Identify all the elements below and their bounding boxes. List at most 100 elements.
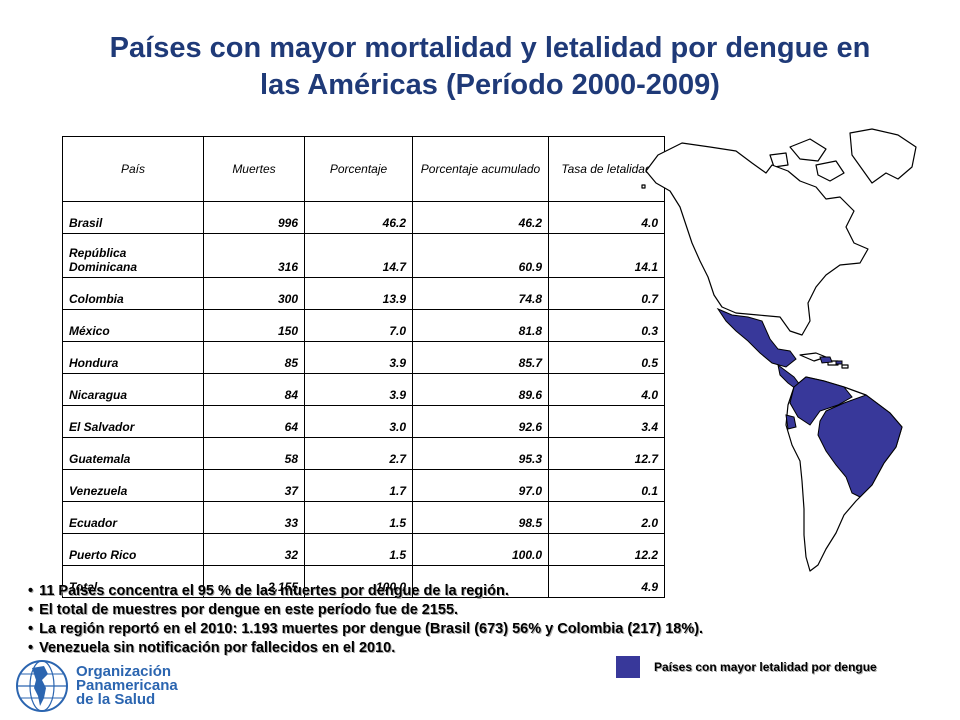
key-points-list: • 11 Países concentra el 95 % de las muer…	[28, 582, 703, 658]
cell-cumulative: 100.0	[412, 533, 549, 566]
cell-cumulative: 74.8	[412, 277, 549, 310]
cell-rate: 0.5	[548, 341, 665, 374]
cell-cumulative: 85.7	[412, 341, 549, 374]
cell-rate: 4.0	[548, 373, 665, 406]
cell-percentage: 100.0	[304, 565, 413, 598]
globe-icon	[16, 660, 68, 712]
cell-deaths: 64	[203, 405, 305, 438]
mexico-highlight	[716, 307, 797, 368]
greenland-shape	[849, 128, 917, 184]
cell-deaths: 2,155	[203, 565, 305, 598]
map-legend: Países con mayor letalidad por dengue	[616, 656, 877, 678]
key-point-text: El total de muestres por dengue en este …	[39, 602, 459, 618]
bullet-icon: •	[28, 602, 34, 618]
key-point-text: La región reportó en el 2010: 1.193 muer…	[39, 621, 704, 637]
cell-cumulative: 92.6	[412, 405, 549, 438]
cell-country: México	[62, 309, 204, 342]
cell-country: Colombia	[62, 277, 204, 310]
cell-deaths: 150	[203, 309, 305, 342]
key-point-text: 11 Países concentra el 95 % de las muert…	[39, 583, 509, 599]
cell-rate: 2.0	[548, 501, 665, 534]
table-row: Nicaragua 84 3.9 89.6 4.0	[62, 373, 665, 406]
puerto-rico-highlight	[835, 360, 843, 365]
cell-country: Brasil	[62, 201, 204, 234]
table-row: Puerto Rico 32 1.5 100.0 12.2	[62, 533, 665, 566]
cell-rate: 0.7	[548, 277, 665, 310]
header-cumulative-percentage: Porcentaje acumulado	[412, 136, 549, 202]
table-total-row: Total 2,155 100.0 4.9	[62, 565, 665, 598]
cell-deaths: 58	[203, 437, 305, 470]
cell-percentage: 3.0	[304, 405, 413, 438]
north-america-shape	[645, 142, 869, 336]
cell-cumulative: 60.9	[412, 233, 549, 278]
dominican-republic-highlight	[819, 356, 833, 364]
key-point-item: • 11 Países concentra el 95 % de las muer…	[28, 582, 703, 601]
title-line-1: Países con mayor mortalidad y letalidad …	[109, 32, 871, 64]
cell-percentage: 14.7	[304, 233, 413, 278]
cell-rate: 4.0	[548, 201, 665, 234]
cell-cumulative: 97.0	[412, 469, 549, 502]
cell-deaths: 84	[203, 373, 305, 406]
cell-country: Guatemala	[62, 437, 204, 470]
cell-rate: 0.1	[548, 469, 665, 502]
table-row: Ecuador 33 1.5 98.5 2.0	[62, 501, 665, 534]
cell-rate: 12.2	[548, 533, 665, 566]
legend-label: Países con mayor letalidad por dengue	[654, 660, 877, 674]
cell-percentage: 3.9	[304, 341, 413, 374]
header-deaths: Muertes	[203, 136, 305, 202]
header-country: País	[62, 136, 204, 202]
header-percentage: Porcentaje	[304, 136, 413, 202]
logo-line-3: de la Salud	[76, 691, 156, 708]
table-row: República Dominicana 316 14.7 60.9 14.1	[62, 233, 665, 278]
arctic-islands-shape	[769, 138, 845, 182]
table-header-row: País Muertes Porcentaje Porcentaje acumu…	[62, 136, 665, 202]
key-point-item: • Venezuela sin notificación por fallecid…	[28, 639, 703, 658]
cell-percentage: 3.9	[304, 373, 413, 406]
cell-percentage: 2.7	[304, 437, 413, 470]
cell-country: Ecuador	[62, 501, 204, 534]
cell-deaths: 85	[203, 341, 305, 374]
cell-percentage: 7.0	[304, 309, 413, 342]
cell-cumulative: 46.2	[412, 201, 549, 234]
cell-deaths: 33	[203, 501, 305, 534]
cell-deaths: 37	[203, 469, 305, 502]
cell-country: Puerto Rico	[62, 533, 204, 566]
hawaii-dots-shape	[641, 184, 646, 189]
cell-rate: 12.7	[548, 437, 665, 470]
logo-line-2: Panamericana	[76, 677, 178, 694]
table-row: Colombia 300 13.9 74.8 0.7	[62, 277, 665, 310]
logo-line-1: Organización	[76, 663, 172, 680]
legend-swatch	[616, 656, 640, 678]
cell-deaths: 300	[203, 277, 305, 310]
brazil-highlight	[817, 394, 903, 498]
venezuela-colombia-highlight	[789, 376, 853, 426]
cell-cumulative: 81.8	[412, 309, 549, 342]
cell-percentage: 1.7	[304, 469, 413, 502]
key-point-item: • El total de muestres por dengue en este…	[28, 601, 703, 620]
cell-cumulative: 89.6	[412, 373, 549, 406]
cell-percentage: 46.2	[304, 201, 413, 234]
cell-cumulative: 98.5	[412, 501, 549, 534]
bullet-icon: •	[28, 621, 34, 637]
americas-map	[641, 128, 917, 572]
cell-percentage: 13.9	[304, 277, 413, 310]
cell-rate: 4.9	[548, 565, 665, 598]
key-point-item: • La región reportó en el 2010: 1.193 mue…	[28, 620, 703, 639]
cell-cumulative: 95.3	[412, 437, 549, 470]
cell-deaths: 32	[203, 533, 305, 566]
cell-deaths: 996	[203, 201, 305, 234]
table-row: Guatemala 58 2.7 95.3 12.7	[62, 437, 665, 470]
mortality-table-container: País Muertes Porcentaje Porcentaje acumu…	[62, 136, 665, 598]
cell-rate: 0.3	[548, 309, 665, 342]
table-row: Brasil 996 46.2 46.2 4.0	[62, 201, 665, 234]
mortality-table: País Muertes Porcentaje Porcentaje acumu…	[62, 136, 665, 598]
page-title: Países con mayor mortalidad y letalidad …	[60, 30, 920, 104]
table-row: Hondura 85 3.9 85.7 0.5	[62, 341, 665, 374]
header-case-fatality-rate: Tasa de letalidad	[548, 136, 665, 202]
table-row: México 150 7.0 81.8 0.3	[62, 309, 665, 342]
key-point-text: Venezuela sin notificación por fallecido…	[39, 640, 396, 656]
title-line-2: las Américas (Período 2000-2009)	[260, 69, 720, 101]
ecuador-highlight	[785, 414, 797, 430]
cell-rate: 3.4	[548, 405, 665, 438]
cell-country: República Dominicana	[62, 233, 204, 278]
